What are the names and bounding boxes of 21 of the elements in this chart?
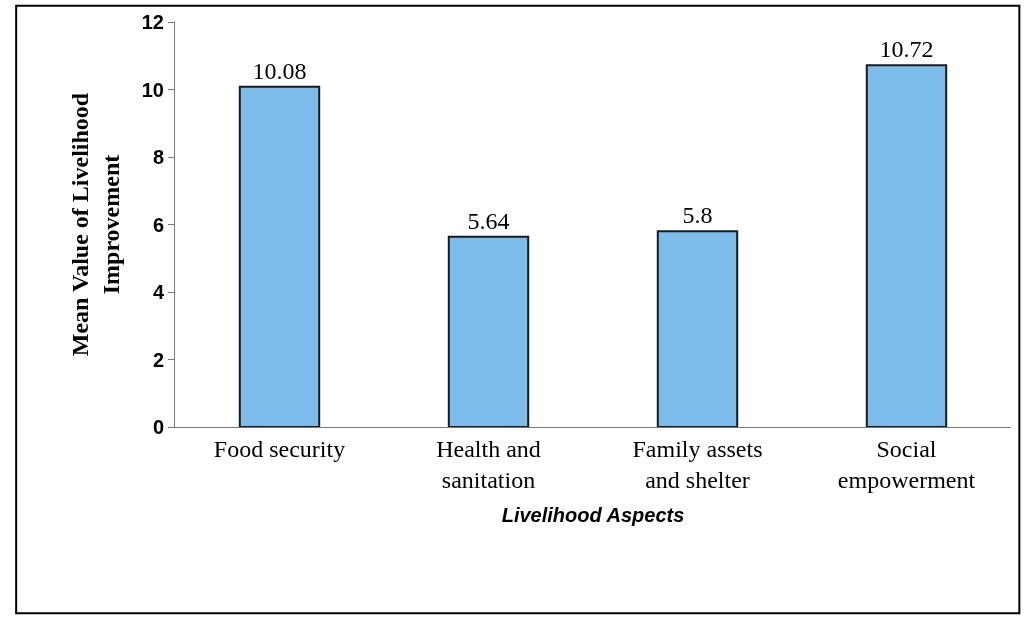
y-tick-label: 2 (152, 348, 164, 371)
data-label: 5.64 (467, 207, 510, 234)
y-tick-label: 6 (152, 213, 164, 236)
x-tick-label: Social empowerment (837, 435, 976, 493)
bar (238, 85, 321, 427)
x-tick-label: Family assets and shelter (632, 435, 763, 493)
bar (656, 230, 739, 427)
x-axis-title: Livelihood Aspects (501, 503, 685, 526)
y-tick-label: 10 (141, 78, 164, 101)
y-tick-label: 8 (152, 146, 164, 168)
bar (447, 235, 530, 427)
y-tick-label: 12 (141, 11, 164, 33)
bar (865, 64, 948, 427)
x-tick-label: Food security (213, 435, 346, 462)
x-tick-label: Health and sanitation (436, 435, 541, 493)
data-label: 10.08 (252, 57, 307, 84)
data-label: 5.8 (682, 202, 713, 229)
data-label: 10.72 (879, 36, 934, 63)
y-axis-title: Mean Value of Livelihood Improvement (66, 92, 124, 357)
y-tick-label: 4 (152, 281, 165, 303)
y-tick-label: 0 (152, 416, 164, 438)
